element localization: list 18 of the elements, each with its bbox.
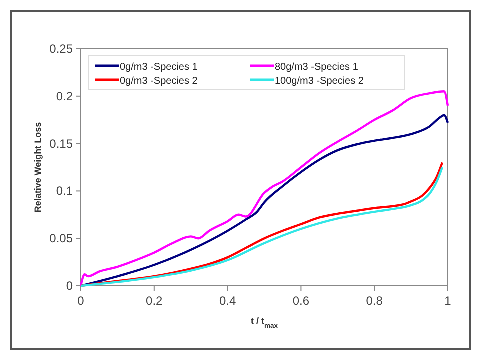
legend-label: 100g/m3 -Species 2 [275,76,364,87]
y-tick-label: 0.15 [50,136,74,151]
y-tick-label: 0.05 [50,232,74,246]
y-tick-label: 0.1 [56,184,74,198]
y-tick-label: 0 [66,279,74,293]
legend-label: 80g/m3 -Species 1 [275,62,359,73]
y-axis-title: Relative Weight Loss [33,122,43,213]
x-tick-label: 1 [444,294,452,308]
legend-label: 0g/m3 -Species 1 [120,62,198,73]
x-tick-label: 0 [78,294,85,308]
x-tick-label: 0.2 [146,294,164,308]
y-tick-label: 0.2 [56,89,74,104]
x-tick-label: 0.4 [219,294,236,308]
x-axis-title: t / t$_{max}$ [250,316,278,330]
y-tick-label: 0.25 [50,42,74,56]
legend-label: 0g/m3 -Species 2 [120,76,198,87]
x-tick-label: 0.6 [292,294,310,308]
x-tick-label: 0.8 [366,294,384,308]
